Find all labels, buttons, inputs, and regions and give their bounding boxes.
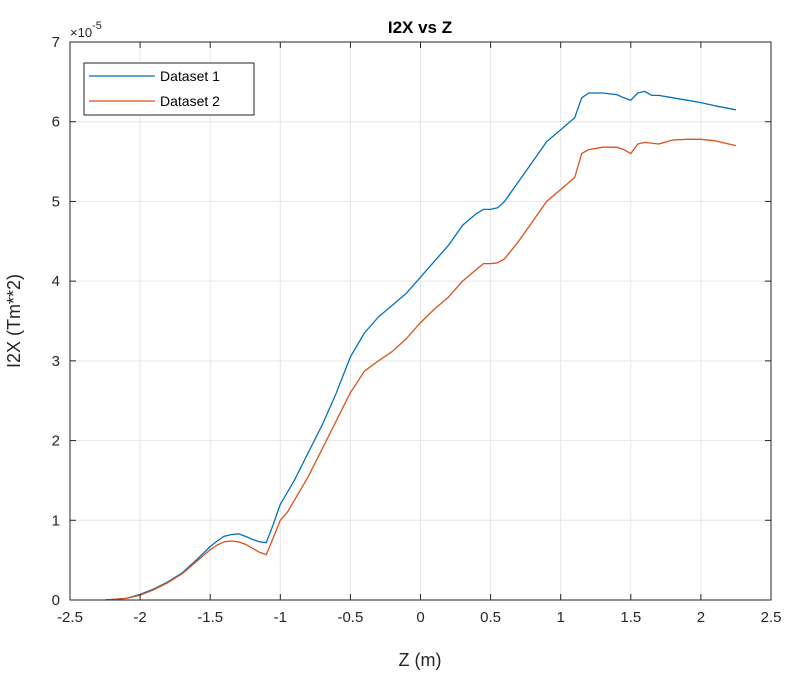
y-tick-label: 6 bbox=[52, 114, 60, 131]
x-axis-label: Z (m) bbox=[399, 650, 442, 670]
y-tick-label: 2 bbox=[52, 433, 60, 450]
legend: Dataset 1 Dataset 2 bbox=[83, 62, 255, 116]
y-tick-label: 1 bbox=[52, 512, 60, 529]
y-tick-label: 4 bbox=[52, 273, 60, 290]
series-line-dataset-2 bbox=[105, 138, 737, 601]
y-axis-multiplier-exponent: -5 bbox=[92, 20, 102, 32]
y-tick-label: 3 bbox=[52, 353, 60, 370]
tick-labels: -2.5 -2 -1.5 -1 -0.5 0 0.5 1 1.5 2 2.5 0 1 2 3 4 5 6 7 bbox=[52, 34, 782, 626]
x-tick-label: 2 bbox=[697, 609, 705, 626]
axis-ticks bbox=[69, 41, 772, 601]
x-tick-label: -0.5 bbox=[337, 609, 363, 626]
x-tick-label: 1.5 bbox=[620, 609, 641, 626]
series-layer bbox=[105, 90, 737, 601]
chart-title: I2X vs Z bbox=[388, 18, 452, 37]
x-tick-label: 0.5 bbox=[480, 609, 501, 626]
legend-label-dataset-1: Dataset 1 bbox=[160, 68, 220, 84]
x-tick-label: 0 bbox=[416, 609, 424, 626]
x-tick-label: 1 bbox=[557, 609, 565, 626]
y-tick-label: 5 bbox=[52, 193, 60, 210]
x-tick-label: -2.5 bbox=[57, 609, 83, 626]
y-tick-label: 0 bbox=[52, 592, 60, 609]
x-tick-label: -1 bbox=[274, 609, 287, 626]
legend-box bbox=[83, 62, 255, 116]
y-tick-label: 7 bbox=[52, 34, 60, 51]
x-tick-label: -2 bbox=[133, 609, 146, 626]
y-axis-label: I2X (Tm**2) bbox=[4, 274, 24, 368]
legend-label-dataset-2: Dataset 2 bbox=[160, 93, 220, 109]
x-tick-label: 2.5 bbox=[761, 609, 782, 626]
x-tick-label: -1.5 bbox=[197, 609, 223, 626]
y-axis-multiplier-base: ×10 bbox=[70, 25, 92, 40]
series-line-dataset-1 bbox=[105, 90, 737, 601]
y-axis-multiplier: ×10-5 bbox=[70, 20, 102, 40]
